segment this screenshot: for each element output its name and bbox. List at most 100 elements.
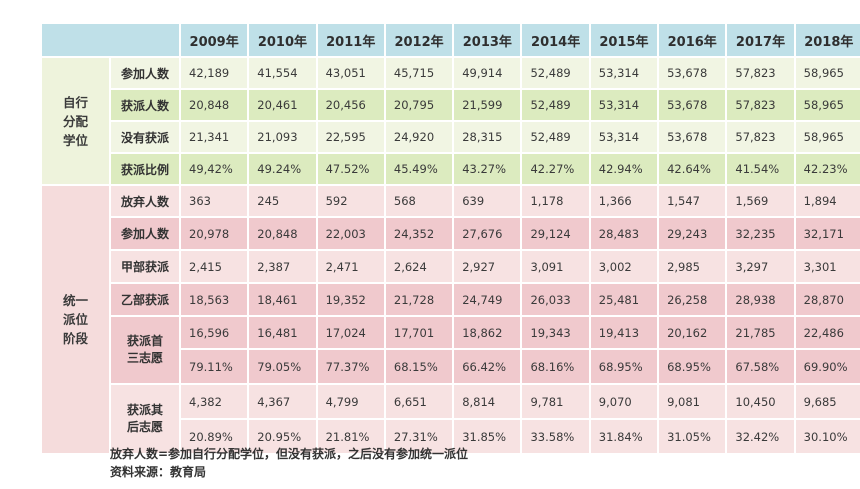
table-cell: 20.95%: [249, 420, 316, 453]
row-label: 获派首 三志愿: [111, 317, 179, 383]
table-cell: 66.42%: [454, 350, 521, 383]
table-cell: 4,799: [317, 385, 384, 418]
table-cell: 27,676: [454, 218, 521, 249]
table-cell: 49,42%: [181, 154, 248, 184]
table-cell: 4,367: [249, 385, 316, 418]
table-cell: 32,171: [795, 218, 860, 249]
table-cell: 2,985: [659, 251, 726, 282]
table-cell: 9,070: [590, 385, 658, 418]
year-header: 2011年: [317, 24, 384, 56]
table-cell: 79.05%: [249, 350, 316, 383]
table-cell: 43.27%: [454, 154, 521, 184]
table-cell: 21,599: [454, 90, 521, 120]
table-corner: [42, 24, 179, 56]
table-cell: 3,301: [795, 251, 860, 282]
table-cell: 16,481: [249, 317, 316, 348]
table-cell: 8,814: [454, 385, 521, 418]
table-cell: 29,124: [522, 218, 589, 249]
table-cell: 27.31%: [385, 420, 453, 453]
row-label: 放弃人数: [111, 186, 179, 216]
table-cell: 20,162: [659, 317, 726, 348]
table-cell: 2,927: [454, 251, 521, 282]
table-cell: 45.49%: [385, 154, 453, 184]
table-cell: 20,461: [249, 90, 316, 120]
row-label: 获派比例: [111, 154, 179, 184]
year-header: 2013年: [454, 24, 521, 56]
table-cell: 20,848: [181, 90, 248, 120]
table-cell: 57,823: [727, 58, 794, 88]
year-header: 2014年: [522, 24, 589, 56]
table-cell: 9,081: [659, 385, 726, 418]
table-cell: 1,569: [727, 186, 794, 216]
table-cell: 41,554: [249, 58, 316, 88]
table-cell: 21,341: [181, 122, 248, 152]
table-cell: 31.85%: [454, 420, 521, 453]
table-cell: 53,314: [590, 122, 658, 152]
table-cell: 25,481: [590, 284, 658, 315]
table-cell: 1,547: [659, 186, 726, 216]
section-self-allocation: 自行 分配 学位: [42, 58, 109, 184]
table-cell: 68.15%: [385, 350, 453, 383]
table-cell: 32,235: [727, 218, 794, 249]
table-cell: 20,848: [249, 218, 316, 249]
table-cell: 2,415: [181, 251, 248, 282]
table-cell: 3,091: [522, 251, 589, 282]
table-cell: 58,965: [795, 58, 860, 88]
table-cell: 42.94%: [590, 154, 658, 184]
table-cell: 57,823: [727, 122, 794, 152]
table-cell: 47.52%: [317, 154, 384, 184]
table-cell: 68.16%: [522, 350, 589, 383]
table-cell: 3,002: [590, 251, 658, 282]
table-cell: 18,862: [454, 317, 521, 348]
table-cell: 1,894: [795, 186, 860, 216]
table-cell: 31.84%: [590, 420, 658, 453]
table-cell: 9,781: [522, 385, 589, 418]
table-cell: 52,489: [522, 122, 589, 152]
table-cell: 79.11%: [181, 350, 248, 383]
table-cell: 6,651: [385, 385, 453, 418]
section-central-allocation: 统一 派位 阶段: [42, 186, 109, 453]
table-cell: 26,258: [659, 284, 726, 315]
row-label: 参加人数: [111, 58, 179, 88]
table-cell: 363: [181, 186, 248, 216]
table-cell: 19,413: [590, 317, 658, 348]
table-cell: 30.10%: [795, 420, 860, 453]
year-header: 2012年: [385, 24, 453, 56]
table-cell: 20,978: [181, 218, 248, 249]
table-cell: 42,189: [181, 58, 248, 88]
table-cell: 592: [317, 186, 384, 216]
table-cell: 43,051: [317, 58, 384, 88]
row-label: 参加人数: [111, 218, 179, 249]
table-cell: 77.37%: [317, 350, 384, 383]
table-cell: 26,033: [522, 284, 589, 315]
table-cell: 24,749: [454, 284, 521, 315]
table-cell: 58,965: [795, 90, 860, 120]
table-cell: 21,785: [727, 317, 794, 348]
table-cell: 20,795: [385, 90, 453, 120]
table-cell: 68.95%: [590, 350, 658, 383]
year-header: 2010年: [249, 24, 316, 56]
table-cell: 245: [249, 186, 316, 216]
year-header: 2017年: [727, 24, 794, 56]
table-cell: 32.42%: [727, 420, 794, 453]
table-cell: 53,314: [590, 90, 658, 120]
table-cell: 53,314: [590, 58, 658, 88]
table-cell: 67.58%: [727, 350, 794, 383]
table-cell: 10,450: [727, 385, 794, 418]
table-cell: 58,965: [795, 122, 860, 152]
table-cell: 21.81%: [317, 420, 384, 453]
table-cell: 21,093: [249, 122, 316, 152]
table-cell: 28,870: [795, 284, 860, 315]
table-cell: 18,461: [249, 284, 316, 315]
table-cell: 53,678: [659, 122, 726, 152]
table-cell: 68.95%: [659, 350, 726, 383]
table-cell: 69.90%: [795, 350, 860, 383]
table-cell: 49.24%: [249, 154, 316, 184]
row-label: 获派其 后志愿: [111, 385, 179, 453]
table-cell: 2,387: [249, 251, 316, 282]
table-cell: 28,938: [727, 284, 794, 315]
admission-table: 2009年 2010年 2011年 2012年 2013年 2014年 2015年 2016年…: [42, 24, 860, 488]
row-label: 乙部获派: [111, 284, 179, 315]
footnote-source: 资料来源：教育局: [110, 465, 207, 479]
table-cell: 52,489: [522, 58, 589, 88]
